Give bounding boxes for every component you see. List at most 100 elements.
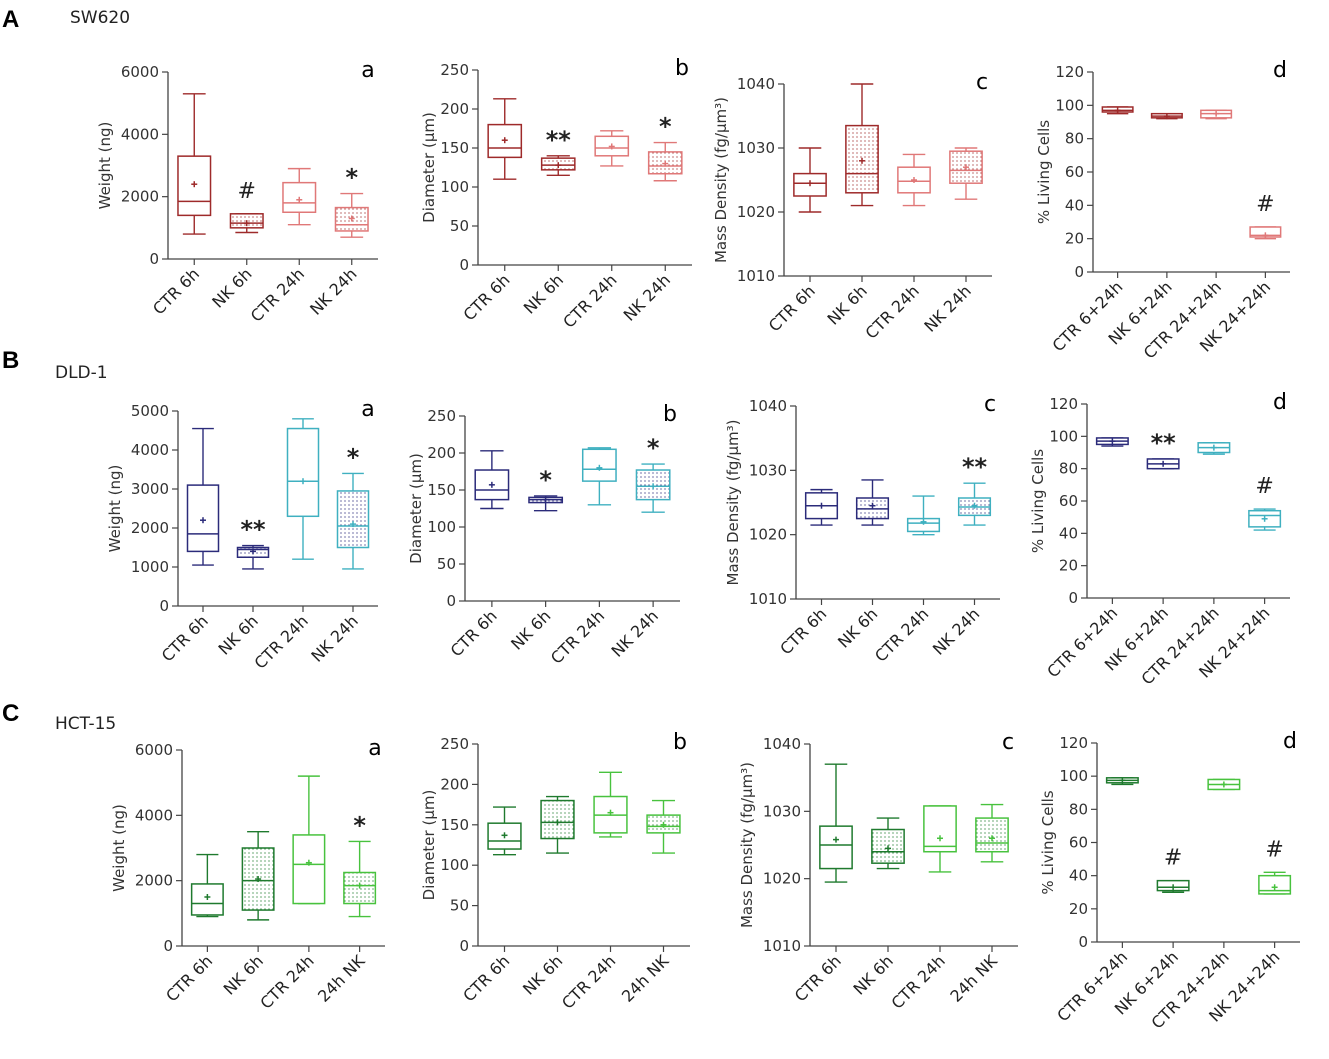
box-0 <box>793 147 827 213</box>
x-tick-label: 24h NK <box>946 951 1001 1006</box>
y-tick-label: 100 <box>1049 427 1078 445</box>
x-tick-label: CTR 24h <box>558 951 619 1012</box>
panel-letter: a <box>361 397 374 422</box>
y-tick-label: 120 <box>1049 395 1078 413</box>
box-0 <box>487 98 523 180</box>
box-3 <box>957 482 992 526</box>
box-3 <box>334 192 369 238</box>
y-axis-label: % Living Cells <box>1039 790 1057 894</box>
x-tick-label: NK 6h <box>208 264 255 311</box>
chart-sw620-mass-density: 1010 1020 1030 1040 Mass Density (fg/μm³) c CT… <box>712 70 992 343</box>
y-tick-label: 1030 <box>763 802 801 820</box>
panel-letter: a <box>361 58 374 83</box>
box-3 <box>1249 226 1282 240</box>
plot-group: 1010 1020 1030 1040 Mass Density (fg/μm³) c CT… <box>724 392 1000 666</box>
box-iqr <box>336 490 370 549</box>
significance-mark: * <box>345 164 358 192</box>
y-tick-label: 200 <box>427 444 456 462</box>
box-3 <box>1248 508 1282 531</box>
box-iqr <box>819 825 853 870</box>
y-axis-label: Weight (ng) <box>96 122 114 210</box>
box-1 <box>236 544 270 570</box>
x-tick-label: NK 24h <box>306 264 360 318</box>
x-tick-label: CTR 6h <box>460 270 514 324</box>
y-tick-label: 0 <box>1074 263 1084 281</box>
y-tick-label: 4000 <box>135 806 173 824</box>
box-1 <box>540 795 575 854</box>
y-tick-label: 80 <box>1069 800 1088 818</box>
y-tick-label: 1020 <box>749 526 787 544</box>
box-2 <box>581 447 617 506</box>
y-axis-label: Mass Density (fg/μm³) <box>724 419 742 585</box>
plot-group: 0 2000 4000 6000 Weight (ng) a CTR 6h NK 6hCTR … <box>110 736 385 1013</box>
row-title-dld1: DLD-1 <box>55 363 108 383</box>
significance-mark: * <box>353 811 366 839</box>
panel-letter: d <box>1283 729 1297 754</box>
plot-group: 1010 1020 1030 1040 Mass Density (fg/μm³) c CT… <box>712 70 992 343</box>
box-0 <box>177 93 212 235</box>
y-axis-label: Mass Density (fg/μm³) <box>712 97 730 263</box>
y-tick-label: 20 <box>1065 230 1084 248</box>
x-tick-label: CTR 6h <box>459 951 513 1005</box>
y-tick-label: 1010 <box>763 937 801 955</box>
y-tick-label: 40 <box>1059 524 1078 542</box>
y-axis-label: Mass Density (fg/μm³) <box>738 762 756 928</box>
y-tick-label: 100 <box>440 178 469 196</box>
x-tick-label: 24h NK <box>618 951 673 1006</box>
y-tick-label: 3000 <box>131 480 169 498</box>
box-3 <box>949 147 983 200</box>
significance-mark: ** <box>962 453 988 481</box>
box-3 <box>336 472 370 570</box>
plot-group: 0 2000 4000 6000 Weight (ng) a CTR 6h # NK 6hCTR… <box>96 58 378 326</box>
y-tick-label: 0 <box>1078 933 1088 951</box>
chart-hct15-weight: 0 2000 4000 6000 Weight (ng) a CTR 6h NK 6hCTR … <box>110 736 385 1013</box>
y-tick-label: 100 <box>440 856 469 874</box>
box-2 <box>1207 778 1241 791</box>
y-tick-label: 40 <box>1069 867 1088 885</box>
box-2 <box>1200 109 1233 120</box>
x-tick-label: NK 6h <box>519 951 566 998</box>
box-2 <box>897 153 931 207</box>
y-tick-label: 1040 <box>749 397 787 415</box>
row-title-sw620: SW620 <box>70 8 131 28</box>
x-tick-label: NK 24h <box>307 611 361 665</box>
y-tick-label: 250 <box>440 735 469 753</box>
box-1 <box>1156 879 1190 893</box>
y-axis-label: % Living Cells <box>1029 449 1047 553</box>
row-title-hct15: HCT-15 <box>55 714 117 734</box>
x-tick-label: CTR 24h <box>547 606 608 667</box>
y-tick-label: 60 <box>1065 163 1084 181</box>
x-tick-label: CTR 6h <box>149 264 203 318</box>
y-tick-label: 0 <box>149 250 159 268</box>
box-1 <box>540 155 576 177</box>
box-0 <box>474 450 510 510</box>
significance-mark: ** <box>546 126 572 154</box>
x-tick-label: NK 6h <box>824 281 871 328</box>
panel-letter: b <box>675 56 689 81</box>
box-2 <box>594 130 630 167</box>
box-0 <box>1105 777 1139 786</box>
box-0 <box>804 488 839 526</box>
box-1 <box>241 830 275 921</box>
box-iqr <box>292 834 326 905</box>
y-tick-label: 100 <box>1059 767 1088 785</box>
y-tick-label: 250 <box>440 61 469 79</box>
box-3 <box>1258 871 1292 895</box>
box-0 <box>186 427 220 566</box>
plot-group: 0 50 100 150 200 250 Diameter (μm) b CTR 6h * NK 6… <box>407 402 680 668</box>
box-1 <box>1150 112 1183 120</box>
y-tick-label: 120 <box>1059 734 1088 752</box>
y-tick-label: 6000 <box>135 741 173 759</box>
y-tick-label: 0 <box>163 937 173 955</box>
x-tick-label: CTR 6h <box>791 951 845 1005</box>
box-2 <box>923 805 957 873</box>
y-axis-label: Weight (ng) <box>106 465 124 553</box>
y-tick-label: 1010 <box>737 267 775 285</box>
x-tick-label: CTR 6h <box>765 281 819 335</box>
box-iqr <box>923 805 957 853</box>
panel-letter: d <box>1273 390 1287 415</box>
